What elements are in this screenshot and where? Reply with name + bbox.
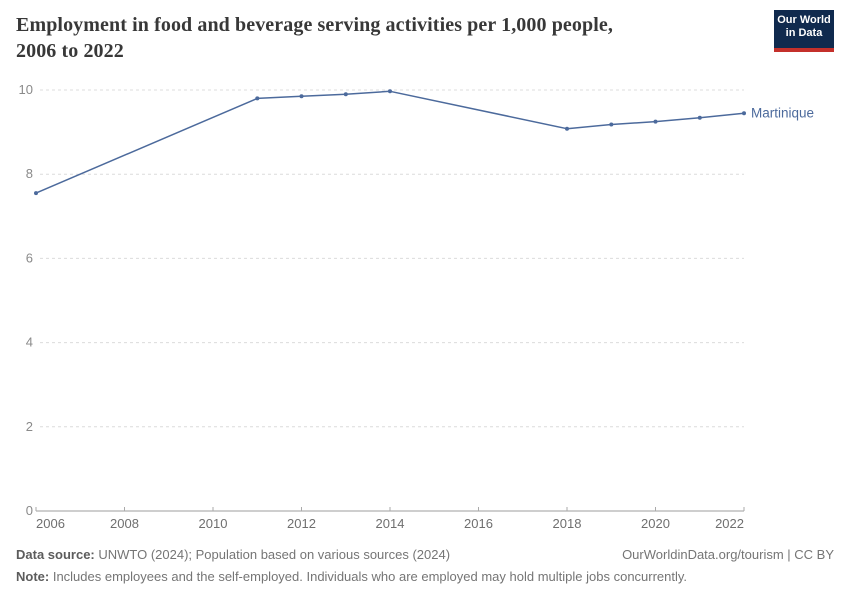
data-point[interactable] xyxy=(697,115,702,120)
x-axis-label: 2006 xyxy=(36,516,65,531)
line-chart[interactable]: 0 2 4 6 8 10 2006 2008 2010 2012 2014 2016 2018 2020 2… xyxy=(0,0,850,540)
series-label[interactable]: Martinique xyxy=(751,106,814,121)
x-axis-label: 2018 xyxy=(553,516,582,531)
y-axis-label: 10 xyxy=(19,82,33,97)
data-point[interactable] xyxy=(653,119,658,124)
chart-title-line1: Employment in food and beverage serving … xyxy=(16,14,613,36)
data-source-label: Data source: xyxy=(16,547,95,562)
chart-title-line2: 2006 to 2022 xyxy=(16,40,124,62)
x-axis-label: 2010 xyxy=(199,516,228,531)
x-axis-label: 2022 xyxy=(715,516,744,531)
series-line[interactable] xyxy=(35,90,745,194)
y-axis-label: 6 xyxy=(26,250,33,265)
note-label: Note: xyxy=(16,569,50,584)
y-axis-label: 8 xyxy=(26,166,33,181)
data-point[interactable] xyxy=(343,92,348,97)
owid-logo-line1: Our World xyxy=(777,14,831,26)
chart-title: Employment in food and beverage serving … xyxy=(16,12,761,64)
y-axis-label: 4 xyxy=(26,335,33,350)
x-axis-label: 2014 xyxy=(376,516,405,531)
y-axis-label: 0 xyxy=(26,503,33,518)
owid-logo[interactable]: Our World in Data xyxy=(774,10,834,52)
owid-link[interactable]: OurWorldinData.org/tourism | CC BY xyxy=(622,547,834,562)
data-point[interactable] xyxy=(742,111,746,116)
data-point[interactable] xyxy=(565,126,569,131)
data-point[interactable] xyxy=(388,89,392,94)
footer-sources-row: Data source: UNWTO (2024); Population ba… xyxy=(16,547,834,562)
x-axis-label: 2008 xyxy=(110,516,139,531)
data-source-value: UNWTO (2024); Population based on variou… xyxy=(94,547,451,562)
x-axis-label: 2012 xyxy=(287,516,316,531)
x-axis-label: 2020 xyxy=(641,516,670,531)
owid-logo-line2: in Data xyxy=(785,27,823,39)
note-value: Includes employees and the self-employed… xyxy=(49,569,688,584)
data-point[interactable] xyxy=(255,96,260,101)
data-point[interactable] xyxy=(299,94,304,99)
data-point[interactable] xyxy=(34,191,38,196)
footer-note-row: Note: Includes employees and the self-em… xyxy=(16,569,834,584)
data-point[interactable] xyxy=(609,122,614,127)
data-source-text: Data source: UNWTO (2024); Population ba… xyxy=(16,547,450,562)
x-axis-label: 2016 xyxy=(464,516,493,531)
y-axis-label: 2 xyxy=(26,419,33,434)
